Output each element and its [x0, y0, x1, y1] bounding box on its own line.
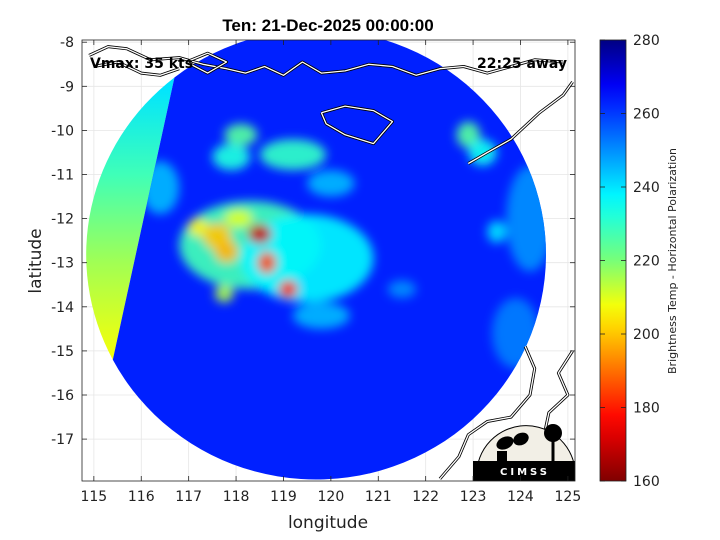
convective-cell: [212, 143, 251, 171]
x-tick-label: 121: [365, 489, 392, 505]
convective-cell: [247, 224, 272, 244]
convective-cell: [240, 214, 374, 303]
y-tick-label: -8: [60, 35, 74, 51]
coastline: [93, 61, 180, 76]
colorbar-tick-label: 220: [633, 254, 660, 270]
x-tick-label: 124: [507, 489, 534, 505]
y-tick-label: -14: [51, 300, 74, 316]
colorbar-tick-label: 180: [633, 401, 660, 417]
convective-cell: [387, 280, 417, 298]
time-away-label: 22:25 away: [477, 56, 567, 72]
y-axis-label: latitude: [26, 228, 46, 293]
y-tick-label: -11: [51, 168, 74, 184]
outside-swath-region: [86, 77, 175, 360]
plot-area: CIMSS: [82, 40, 575, 481]
x-tick-label: 115: [80, 489, 107, 505]
x-tick-label: 122: [412, 489, 439, 505]
y-axis-ticks: -8 -9 -10 -11 -12 -13 -14 -15 -16 -17: [51, 35, 575, 448]
convective-cell: [257, 251, 277, 274]
cimss-logo: CIMSS: [473, 424, 575, 481]
x-tick-label: 123: [460, 489, 487, 505]
convective-cell: [224, 209, 253, 228]
x-tick-label: 117: [175, 489, 202, 505]
coastline: [185, 52, 228, 74]
convective-cell: [188, 218, 208, 237]
convective-cell: [278, 280, 298, 298]
y-tick-label: -9: [60, 79, 74, 95]
colorbar: 160 180 200 220 240 260 280 Brightness Temp - …: [599, 33, 679, 490]
colorbar-ticks: 160 180 200 220 240 260 280: [600, 33, 660, 490]
coastline: [88, 45, 564, 76]
logo-tower-top: [544, 424, 562, 442]
colorbar-tick-label: 200: [633, 327, 660, 343]
y-tick-label: -16: [51, 388, 74, 404]
plot-frame: [81, 39, 576, 482]
x-tick-label: 120: [318, 489, 345, 505]
convective-cell: [214, 284, 234, 303]
logo-banner: [473, 461, 575, 481]
y-tick-label: -12: [51, 212, 74, 228]
coastline: [320, 105, 394, 145]
x-tick-label: 118: [223, 489, 250, 505]
outside-swath-band: [86, 77, 175, 360]
y-tick-label: -13: [51, 256, 74, 272]
colorbar-tick-label: 260: [633, 107, 660, 123]
colorbar-tick-label: 280: [633, 33, 660, 49]
chart-title: Ten: 21-Dec-2025 00:00:00: [222, 16, 433, 35]
coastline: [543, 350, 574, 435]
coastline: [467, 81, 574, 165]
x-tick-label: 125: [555, 489, 582, 505]
convective-cell: [307, 170, 355, 197]
vmax-label: Vmax: 35 kts: [90, 56, 193, 72]
logo-dish: [496, 436, 514, 450]
convective-cell: [487, 220, 507, 243]
logo-text: CIMSS: [500, 467, 550, 478]
x-axis-ticks: 115 116 117 118 119 120 121 122 123 124 125: [80, 40, 581, 505]
convective-cell: [214, 240, 239, 263]
convective-cell: [224, 123, 258, 146]
logo-dish: [513, 432, 529, 446]
x-tick-label: 116: [128, 489, 155, 505]
coastlines: [88, 45, 574, 480]
logo-building: [497, 451, 507, 461]
x-axis-label: longitude: [288, 513, 368, 533]
y-tick-label: -10: [51, 123, 74, 139]
convective-cell: [456, 121, 481, 149]
y-tick-label: -15: [51, 344, 74, 360]
y-tick-label: -17: [51, 432, 74, 448]
convective-cell: [259, 139, 327, 171]
colorbar-tick-label: 240: [633, 180, 660, 196]
x-tick-label: 119: [270, 489, 297, 505]
convective-cell: [292, 302, 350, 329]
coastline: [439, 346, 536, 480]
colorbar-tick-label: 160: [633, 474, 660, 490]
colorbar-label: Brightness Temp - Horizontal Polarizatio…: [666, 148, 679, 374]
